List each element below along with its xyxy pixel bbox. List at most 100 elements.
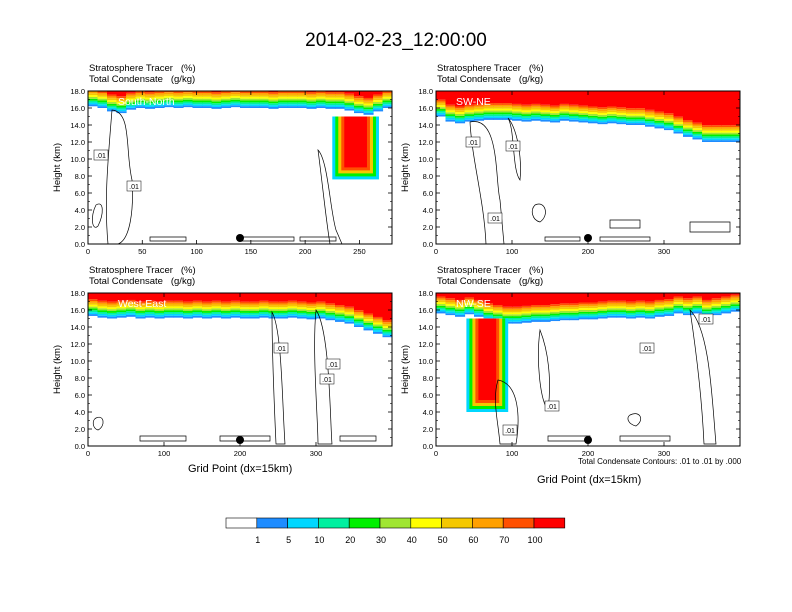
tracer-band [325,103,336,106]
tracer-band [597,118,608,121]
tracer-band [474,118,485,121]
tracer-band [474,299,485,302]
tracer-band [673,305,684,308]
tracer-band [164,94,175,96]
tracer-band [335,293,346,306]
panel-nw-se: .01 .01 .01 .01 NW-SE 0.0 2.0 4.0 6.0 8.0 10.0 12.0… [400,289,741,458]
tracer-band [692,311,703,314]
y-tick-label: 18.0 [70,289,85,298]
tracer-band [316,96,327,99]
tracer-band [436,296,447,299]
tracer-band [455,313,466,315]
tracer-band [373,98,384,101]
tracer-band [202,106,213,108]
tracer-band [297,305,308,308]
tracer-band [445,313,456,316]
contour-label-box [325,358,341,370]
tracer-band [97,302,108,305]
tracer-band [135,91,146,94]
tracer-band [240,98,251,101]
tracer-band [521,319,532,321]
tracer-band [635,312,646,314]
tracer-band [683,120,694,122]
tracer-band [502,106,513,109]
tracer-band [550,307,561,310]
tracer-band [445,311,456,314]
tracer-band [164,313,175,316]
tracer-band [730,302,740,305]
tracer-band [88,304,99,307]
tracer-band [711,91,722,126]
tracer-band [154,316,165,319]
tracer-band [502,316,513,318]
tracer-band [325,303,336,306]
tracer-band [464,303,475,305]
tracer-band [268,316,279,319]
tracer-band [540,104,551,107]
tracer-band [116,302,127,305]
contour-label: .01 [276,346,286,353]
tracer-band [711,309,722,312]
tracer-band [673,293,684,297]
tracer-band [259,293,270,301]
tracer-band [540,114,551,116]
tracer-band [559,316,570,319]
tracer-band [316,303,327,306]
tracer-band [354,101,365,104]
tracer-band [493,305,504,307]
tracer-band [259,312,270,314]
tracer-band [278,312,289,315]
tracer-band [531,113,542,116]
tracer-band [145,105,156,107]
tracer-band [183,303,194,306]
colorbar-swatch [318,517,350,529]
contour-label-box [126,180,142,192]
tracer-band [335,106,346,109]
tracer-band [173,100,184,103]
tracer-intrusion-band [478,318,497,400]
tracer-band [192,96,203,99]
tracer-band [607,110,618,113]
tracer-band [692,305,703,308]
tracer-band [645,91,656,110]
tracer-band [221,311,232,313]
tracer-band [183,311,194,313]
tracer-band [278,98,289,101]
x-tick-label: 200 [582,449,595,458]
tracer-band [702,307,713,310]
tracer-band [202,311,213,313]
tracer-band [363,99,374,102]
tracer-band [382,100,392,103]
tracer-band [268,303,279,306]
tracer-band [616,300,627,303]
tracer-band [664,314,675,316]
tracer-band [626,311,637,313]
tracer-band [635,119,646,122]
colorbar-swatch [472,517,504,529]
tracer-band [607,302,618,305]
tracer-band [673,302,684,305]
x-tick-label: 100 [506,247,519,256]
tracer-band [493,314,504,317]
tracer-band [335,92,346,94]
tracer-band [278,301,289,304]
tracer-band [135,305,146,308]
tracer-band [493,91,504,104]
tracer-band [183,99,194,102]
tracer-band [645,309,656,312]
tracer-band [635,313,646,316]
tracer-band [373,318,384,321]
tracer-band [569,318,580,321]
tracer-band [673,127,684,130]
y-tick-label: 12.0 [70,138,85,147]
tracer-band [502,118,513,120]
contour-label-box [487,212,503,224]
tracer-band [436,105,447,108]
tracer-band [97,300,108,303]
tracer-band [445,305,456,308]
y-tick-label: 6.0 [423,189,433,198]
contour-label: .01 [129,184,139,191]
contour-label-box [544,400,560,412]
tracer-band [183,309,194,312]
tracer-band [306,105,317,107]
